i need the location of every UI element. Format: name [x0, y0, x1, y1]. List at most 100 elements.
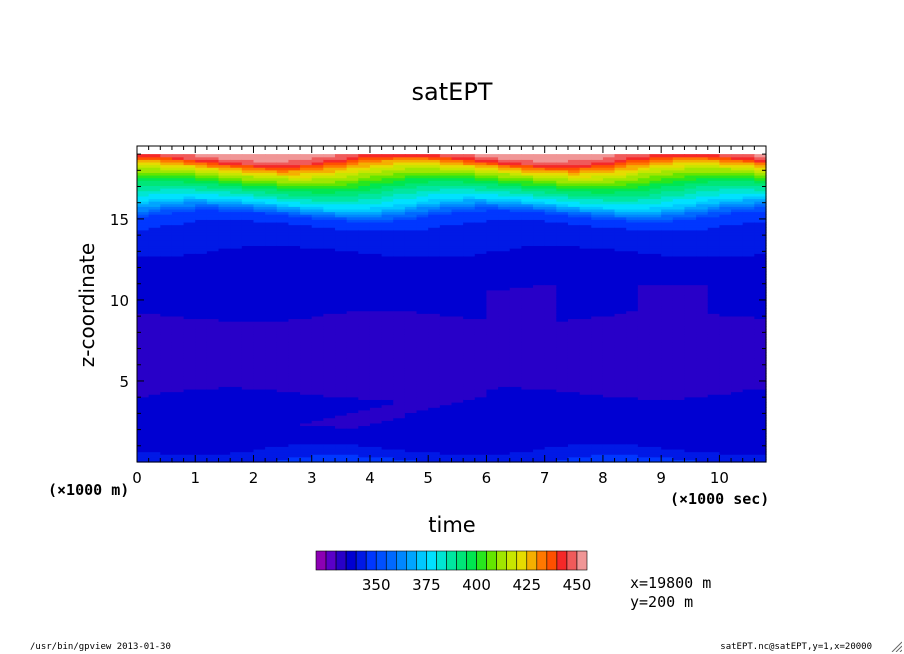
heatmap-cell [160, 310, 173, 314]
heatmap-cell [171, 201, 185, 205]
heatmap-cell [486, 161, 499, 166]
heatmap-cell [288, 193, 301, 197]
heatmap-cell [393, 308, 406, 312]
heatmap-cell [369, 234, 383, 239]
heatmap-cell [474, 388, 488, 393]
heatmap-cell [183, 454, 196, 458]
heatmap-cell [346, 198, 359, 202]
heatmap-cell [533, 198, 546, 202]
heatmap-cell [567, 174, 581, 179]
heatmap-cell [369, 425, 383, 429]
heatmap-cell [323, 216, 336, 220]
heatmap-cell [206, 287, 220, 291]
heatmap-cell [183, 401, 196, 406]
heatmap-cell [148, 310, 161, 314]
heatmap-cell [556, 266, 569, 270]
heatmap-cell [533, 242, 546, 247]
heatmap-cell [335, 198, 348, 202]
heatmap-cell [498, 174, 511, 179]
heatmap-cell [148, 266, 161, 270]
heatmap-cell [171, 250, 185, 254]
heatmap-cell [451, 242, 464, 247]
heatmap-cell [195, 156, 208, 160]
heatmap-cell [404, 443, 418, 447]
heatmap-cell [230, 198, 243, 202]
heatmap-cell [288, 203, 301, 207]
heatmap-cell [451, 362, 464, 367]
heatmap-cell [160, 295, 173, 299]
heatmap-cell [288, 355, 301, 359]
heatmap-cell [311, 438, 324, 442]
heatmap-cell [241, 206, 255, 210]
heatmap-cell [206, 295, 220, 299]
heatmap-cell [451, 182, 464, 187]
heatmap-cell [288, 435, 301, 440]
heatmap-cell [311, 396, 324, 400]
heatmap-cell [416, 352, 429, 356]
heatmap-cell [276, 292, 290, 296]
heatmap-cell [276, 161, 290, 166]
heatmap-cell [463, 388, 476, 393]
heatmap-cell [241, 368, 255, 372]
heatmap-cell [148, 347, 161, 351]
heatmap-cell [474, 375, 488, 380]
heatmap-cell [567, 370, 581, 374]
heatmap-cell [451, 227, 464, 231]
heatmap-cell [474, 370, 488, 374]
heatmap-cell [206, 253, 220, 257]
heatmap-cell [404, 375, 418, 380]
heatmap-cell [591, 448, 604, 453]
heatmap-cell [369, 323, 383, 327]
heatmap-cell [614, 339, 627, 343]
heatmap-cell [241, 409, 255, 414]
heatmap-cell [218, 240, 231, 244]
heatmap-cell [206, 232, 220, 236]
heatmap-cell [137, 331, 150, 335]
heatmap-cell [323, 266, 336, 270]
heatmap-cell [300, 185, 313, 189]
heatmap-cell [335, 396, 348, 400]
heatmap-cell [404, 355, 418, 359]
heatmap-cell [253, 441, 266, 445]
heatmap-cell [381, 313, 394, 317]
heatmap-cell [556, 156, 569, 160]
heatmap-cell [416, 339, 429, 343]
heatmap-cell [253, 159, 266, 163]
heatmap-cell [567, 172, 581, 176]
heatmap-cell [544, 375, 557, 380]
heatmap-cell [451, 177, 464, 181]
heatmap-cell [521, 182, 534, 187]
heatmap-cell [428, 284, 441, 288]
heatmap-cell [369, 365, 383, 369]
heatmap-cell [474, 415, 488, 419]
heatmap-cell [602, 289, 616, 293]
heatmap-cell [521, 289, 534, 293]
heatmap-cell [602, 172, 616, 176]
heatmap-cell [544, 368, 557, 372]
heatmap-cell [241, 154, 255, 158]
heatmap-cell [474, 399, 488, 403]
heatmap-cell [439, 255, 453, 260]
heatmap-cell [556, 308, 569, 312]
heatmap-cell [416, 281, 429, 286]
heatmap-cell [346, 399, 359, 403]
heatmap-cell [498, 347, 511, 351]
heatmap-cell [346, 237, 359, 241]
heatmap-cell [206, 258, 220, 262]
heatmap-cell [567, 388, 581, 393]
heatmap-cell [300, 248, 313, 252]
heatmap-cell [463, 399, 476, 403]
heatmap-cell [544, 433, 557, 437]
heatmap-cell [463, 352, 476, 356]
heatmap-cell [195, 373, 208, 377]
heatmap-cell [218, 451, 231, 455]
heatmap-cell [544, 422, 557, 427]
heatmap-cell [230, 193, 243, 197]
heatmap-cell [288, 279, 301, 283]
heatmap-cell [393, 177, 406, 181]
heatmap-cell [602, 370, 616, 374]
heatmap-cell [591, 216, 604, 220]
heatmap-cell [404, 172, 418, 176]
heatmap-cell [404, 268, 418, 273]
heatmap-cell [521, 242, 534, 247]
